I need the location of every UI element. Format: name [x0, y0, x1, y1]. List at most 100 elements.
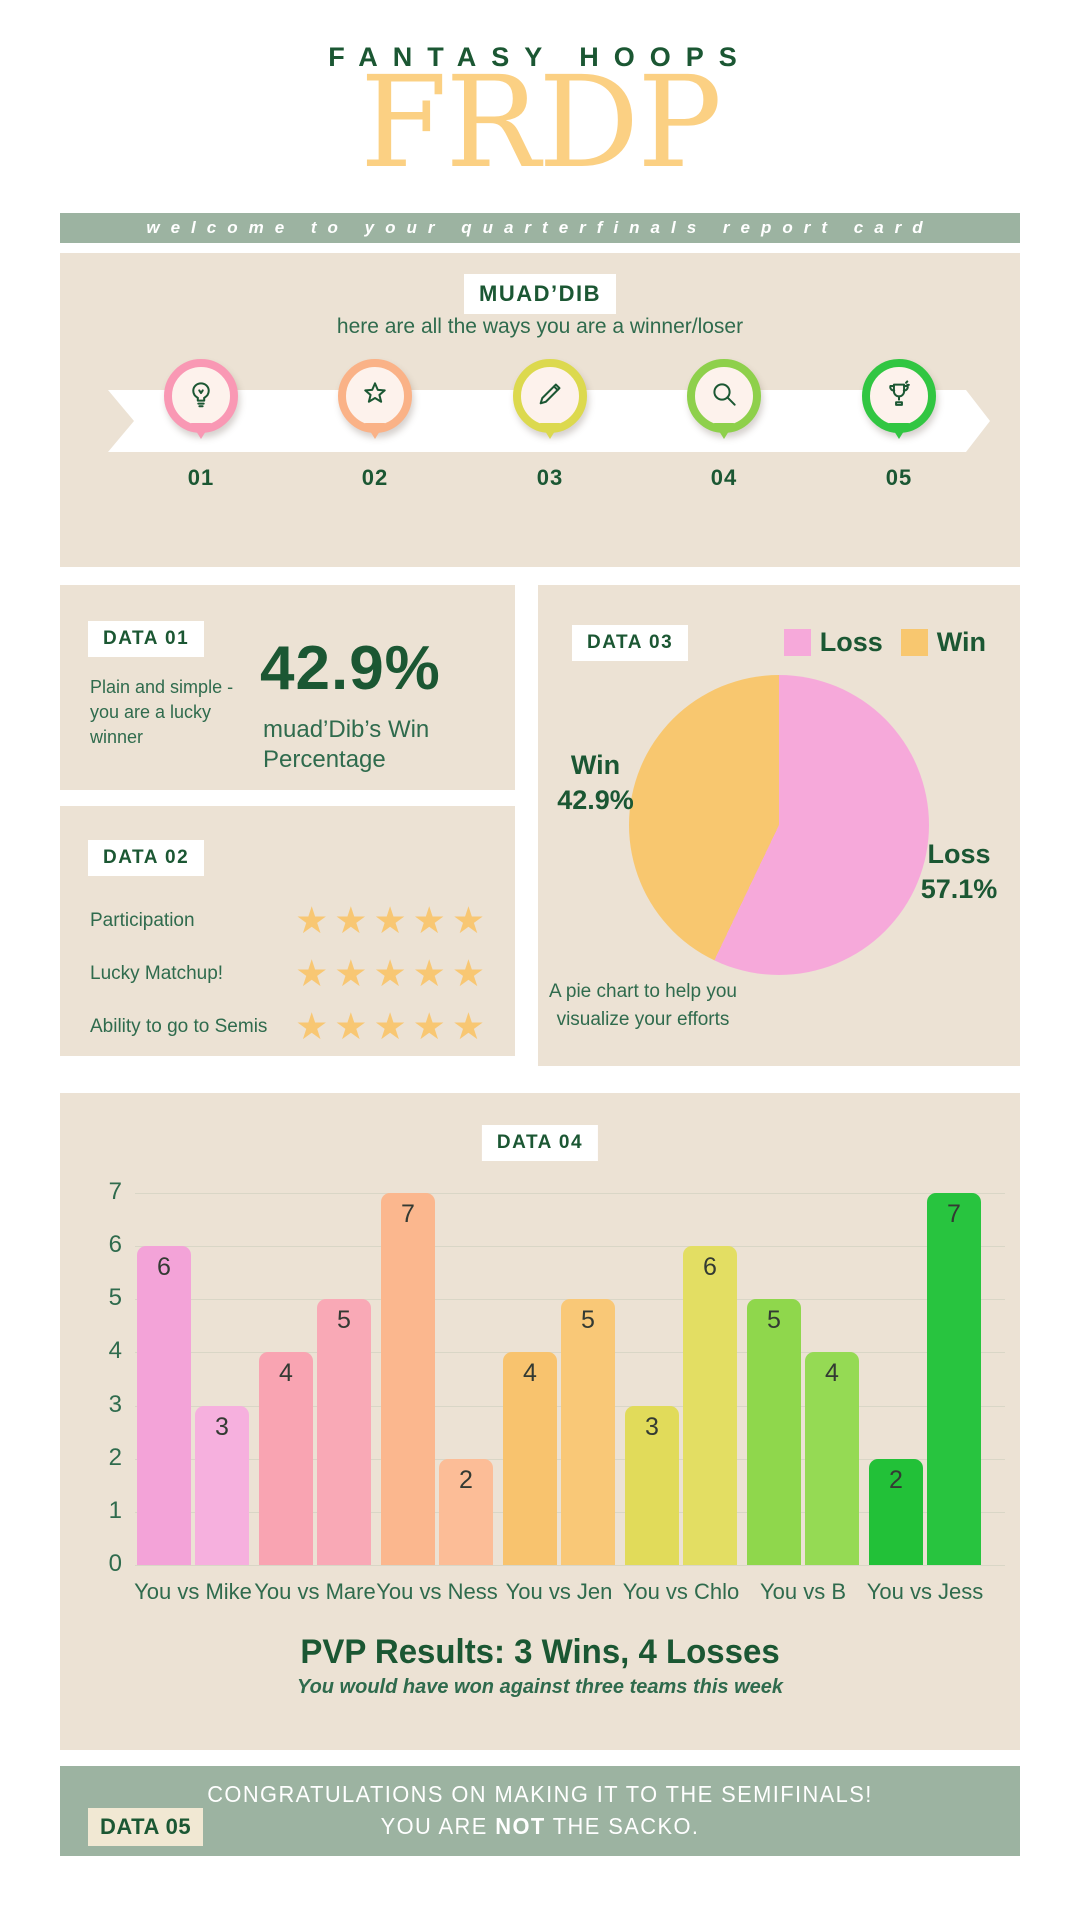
y-axis-tick: 5 — [108, 1284, 122, 1312]
star-rating-icons: ★★★★★ — [295, 899, 491, 942]
y-axis-tick: 0 — [108, 1550, 122, 1577]
timeline-step: 03 — [490, 359, 610, 491]
chart-gridline — [135, 1246, 1005, 1248]
star-icon — [359, 378, 391, 415]
legend-item: Win — [900, 627, 986, 658]
rating-row: Lucky Matchup! ★★★★★ — [90, 947, 491, 1000]
pie-win-callout: Win 42.9% — [557, 750, 634, 816]
y-axis-tick: 6 — [108, 1231, 122, 1259]
bar-value-label: 2 — [889, 1465, 903, 1494]
step-pin — [338, 359, 412, 433]
win-percentage-caption: muad’Dib’s Win Percentage — [263, 716, 430, 773]
x-axis-category-label: You vs Jess — [866, 1579, 984, 1604]
rating-label: Ability to go to Semis — [90, 1015, 268, 1037]
bar-value-label: 3 — [215, 1412, 229, 1441]
rating-label: Lucky Matchup! — [90, 962, 224, 984]
x-axis-category-label: You vs Ness — [376, 1579, 498, 1604]
legend-label: Loss — [819, 627, 883, 657]
welcome-banner: welcome to your quarterfinals report car… — [60, 213, 1020, 243]
step-number: 04 — [710, 465, 738, 490]
legend-item: Loss — [783, 627, 883, 658]
bar-value-label: 5 — [767, 1306, 781, 1335]
rating-row: Ability to go to Semis ★★★★★ — [90, 1000, 491, 1053]
y-axis-tick: 7 — [108, 1178, 122, 1206]
header-kicker: FANTASY HOOPS — [328, 42, 752, 72]
not-emphasis: NOT — [495, 1813, 546, 1839]
lightbulb-icon — [185, 378, 217, 415]
win-loss-pie-chart — [629, 675, 929, 975]
timeline-step: 01 — [141, 359, 261, 491]
bar-opponent: 5 — [561, 1299, 615, 1565]
pvp-results-subheadline: You would have won against three teams t… — [296, 1676, 784, 1698]
y-axis-tick: 3 — [108, 1390, 122, 1418]
step-pin — [862, 359, 936, 433]
data01-description: Plain and simple - you are a lucky winne… — [90, 677, 234, 748]
bar-opponent: 5 — [317, 1299, 371, 1565]
rating-row: Participation ★★★★★ — [90, 894, 491, 947]
intro-section: MUAD’DIB here are all the ways you are a… — [60, 253, 1020, 567]
ratings-list: Participation ★★★★★ Lucky Matchup! ★★★★★ Abi… — [90, 894, 491, 1053]
win-percentage-stat: 42.9% — [260, 634, 441, 703]
step-pin — [164, 359, 238, 433]
legend-swatch — [900, 629, 928, 656]
bar-opponent: 4 — [805, 1352, 859, 1565]
bar-opponent: 6 — [683, 1246, 737, 1565]
bar-value-label: 5 — [337, 1306, 351, 1335]
x-axis-category-label: You vs Mike — [134, 1579, 252, 1604]
welcome-banner-text: welcome to your quarterfinals report car… — [146, 218, 934, 237]
data01-chip: DATA 01 — [88, 621, 205, 657]
legend-label: Win — [936, 627, 986, 657]
intro-subtitle: here are all the ways you are a winner/l… — [336, 315, 744, 338]
timeline-step: 02 — [315, 359, 435, 491]
step-number: 02 — [361, 465, 389, 490]
timeline-step: 05 — [839, 359, 959, 491]
logo-frdp: FRDP — [359, 49, 722, 196]
sacko-line: YOU ARE NOT THE SACKO. — [380, 1813, 700, 1839]
bar-value-label: 2 — [459, 1465, 473, 1494]
chart-gridline — [135, 1193, 1005, 1195]
y-axis-tick: 2 — [108, 1443, 122, 1471]
chart-gridline — [135, 1565, 1005, 1566]
step-number: 01 — [187, 465, 215, 490]
star-rating-icons: ★★★★★ — [295, 1005, 491, 1048]
bar-value-label: 5 — [581, 1306, 595, 1335]
y-axis-tick: 4 — [108, 1337, 122, 1365]
bar-you: 6 — [137, 1246, 191, 1565]
data02-chip: DATA 02 — [88, 840, 205, 876]
bar-value-label: 4 — [279, 1359, 293, 1388]
step-number: 03 — [536, 465, 564, 490]
data05-chip: DATA 05 — [88, 1808, 204, 1846]
team-name-chip: MUAD’DIB — [464, 274, 616, 314]
pie-loss-callout: Loss 57.1% — [920, 839, 998, 905]
data05-footer: DATA 05 CONGRATULATIONS ON MAKING IT TO … — [60, 1766, 1020, 1856]
rating-label: Participation — [90, 909, 195, 931]
legend-swatch — [783, 629, 811, 656]
star-rating-icons: ★★★★★ — [295, 952, 491, 995]
data02-section: DATA 02 Participation ★★★★★ Lucky Matchup!… — [60, 806, 515, 1056]
bar-value-label: 3 — [645, 1412, 659, 1441]
bar-opponent: 7 — [927, 1193, 981, 1565]
bar-you: 5 — [747, 1299, 801, 1565]
bar-you: 4 — [259, 1352, 313, 1565]
bar-value-label: 6 — [703, 1253, 717, 1282]
bar-value-label: 4 — [523, 1359, 537, 1388]
step-pin — [687, 359, 761, 433]
bar-opponent: 2 — [439, 1458, 493, 1565]
bar-value-label: 7 — [947, 1200, 961, 1229]
bar-you: 3 — [625, 1405, 679, 1565]
pie-legend: Loss Win — [783, 627, 986, 658]
magnifier-icon — [708, 378, 740, 415]
bar-value-label: 4 — [825, 1359, 839, 1388]
y-axis-tick: 1 — [108, 1496, 122, 1524]
step-number: 05 — [885, 465, 913, 490]
bar-value-label: 7 — [401, 1200, 415, 1229]
bar-value-label: 6 — [157, 1253, 171, 1282]
timeline-step: 04 — [664, 359, 784, 491]
x-axis-category-label: You vs Chlo — [622, 1579, 740, 1604]
pencil-icon — [534, 378, 566, 415]
bar-you: 4 — [503, 1352, 557, 1565]
step-pin — [513, 359, 587, 433]
data04-chip: DATA 04 — [481, 1125, 599, 1161]
congrats-line: CONGRATULATIONS ON MAKING IT TO THE SEMI… — [207, 1781, 873, 1807]
pvp-results-headline: PVP Results: 3 Wins, 4 Losses — [300, 1633, 780, 1671]
